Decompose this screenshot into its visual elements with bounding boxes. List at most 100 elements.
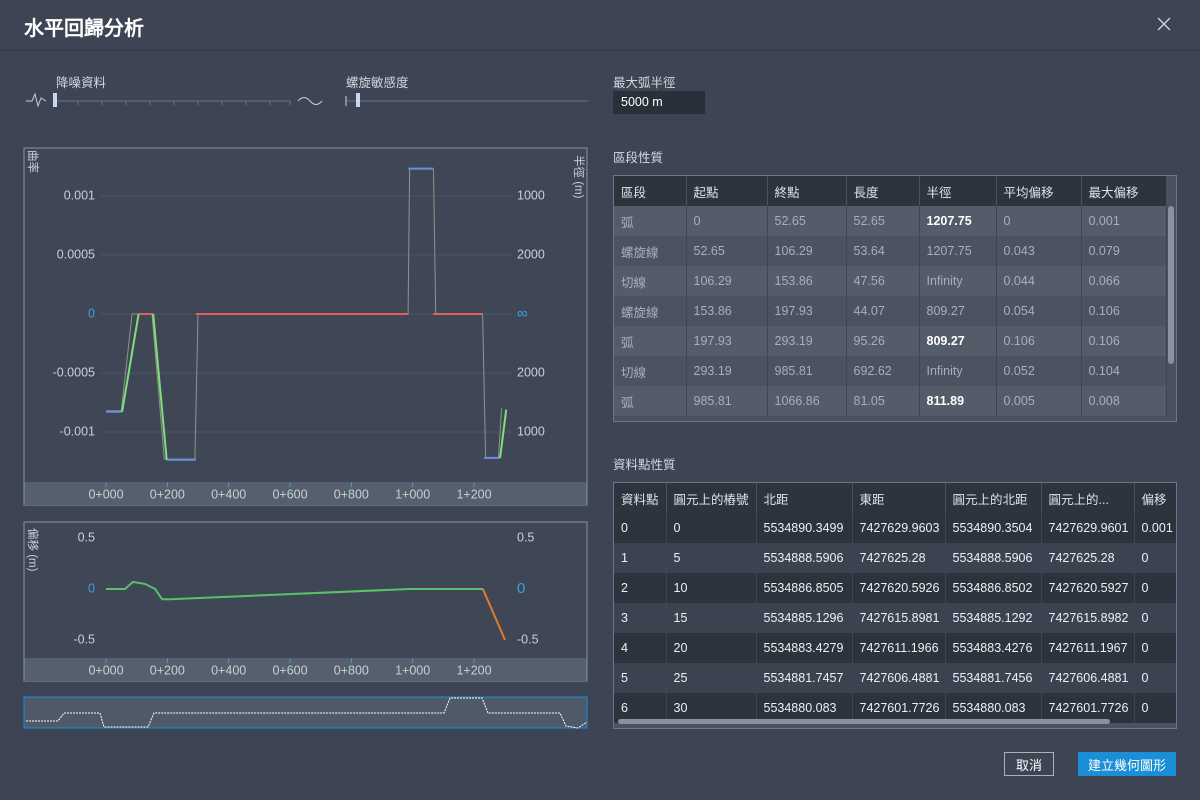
column-header[interactable]: 北距 <box>756 483 853 513</box>
table-cell: 螺旋線 <box>614 296 687 326</box>
table-cell: 0.001 <box>1081 206 1167 236</box>
table-row[interactable]: 弧 197.93 293.19 95.26 809.27 0.106 0.106 <box>614 326 1167 356</box>
scrollbar[interactable] <box>618 719 1110 724</box>
slider-handle[interactable] <box>356 93 360 107</box>
table-cell: 5 <box>666 543 757 573</box>
overview-strip[interactable] <box>23 696 588 729</box>
column-header[interactable]: 半徑 <box>919 176 997 206</box>
table-row[interactable]: 切線 293.19 985.81 692.62 Infinity 0.052 0.104 <box>614 356 1167 386</box>
x-tick-label: 0+800 <box>334 487 369 501</box>
y2-tick-label: ∞ <box>517 305 528 322</box>
table-cell: 1207.75 <box>919 236 997 266</box>
table-cell: 5534883.4279 <box>756 633 853 663</box>
table-cell: 0 <box>1134 663 1176 693</box>
column-header[interactable]: 平均偏移 <box>996 176 1082 206</box>
table-row[interactable]: 1 5 5534888.5906 7427625.28 5534888.5906 7427… <box>614 543 1176 573</box>
table-row[interactable]: 2 10 5534886.8505 7427620.5926 5534886.8502 7… <box>614 573 1176 603</box>
table-cell: 5534881.7456 <box>945 663 1042 693</box>
x-tick-label: 1+200 <box>456 663 491 677</box>
table-row[interactable]: 弧 0 52.65 52.65 1207.75 0 0.001 <box>614 206 1167 236</box>
slider-label: 降噪資料 <box>56 76 107 90</box>
table-cell: 弧 <box>614 206 687 236</box>
column-header[interactable]: 終點 <box>767 176 847 206</box>
table: 區段 起點 終點 長度 半徑 平均偏移 最大偏移弧 0 52.65 52.65 1207.75 0 0.… <box>614 176 1167 416</box>
x-tick-label: 0+000 <box>88 487 123 501</box>
column-header[interactable]: 偏移 <box>1134 483 1176 513</box>
column-header[interactable]: 圓元上的... <box>1041 483 1135 513</box>
table-cell: 15 <box>666 603 757 633</box>
radius-input[interactable]: 5000 m <box>613 91 705 114</box>
close-icon[interactable] <box>1157 17 1171 31</box>
y2-tick-label: 1000 <box>517 188 545 202</box>
data-line <box>106 167 501 461</box>
table-cell: 153.86 <box>686 296 768 326</box>
table-cell: 6 <box>614 693 667 723</box>
column-header[interactable]: 區段 <box>614 176 687 206</box>
table-cell: 7427615.8981 <box>852 603 946 633</box>
table-cell: 5534880.083 <box>756 693 853 723</box>
x-axis-band <box>24 658 587 681</box>
table-cell: 30 <box>666 693 757 723</box>
table-cell: 0 <box>666 513 757 543</box>
table-cell: 809.27 <box>919 326 997 356</box>
table-cell: 5534885.1292 <box>945 603 1042 633</box>
table: 資料點 圓元上的樁號 北距 東距 圓元上的北距 圓元上的... 偏移 0 0 5534890.34… <box>614 483 1176 723</box>
column-header[interactable]: 圓元上的樁號 <box>666 483 757 513</box>
table-cell: 0.066 <box>1081 266 1167 296</box>
table-row[interactable]: 0 0 5534890.3499 7427629.9603 5534890.3504 74… <box>614 513 1176 543</box>
table-cell: 7427625.28 <box>852 543 946 573</box>
cancel-button[interactable]: 取消 <box>1004 752 1054 776</box>
data-line <box>106 168 503 460</box>
table-row[interactable]: 螺旋線 153.86 197.93 44.07 809.27 0.054 0.106 <box>614 296 1167 326</box>
table-cell: 52.65 <box>767 206 847 236</box>
table-cell: 7427606.4881 <box>852 663 946 693</box>
table-cell: 0.106 <box>1081 326 1167 356</box>
table-cell: 0.054 <box>996 296 1082 326</box>
table-cell: 293.19 <box>767 326 847 356</box>
table-cell: 7427601.7726 <box>1041 693 1135 723</box>
y2-tick-label: 0.5 <box>517 530 534 544</box>
table-cell: 811.89 <box>919 386 997 416</box>
x-tick-label: 0+200 <box>150 487 185 501</box>
table-cell: 0.079 <box>1081 236 1167 266</box>
table-row[interactable]: 切線 106.29 153.86 47.56 Infinity 0.044 0.066 <box>614 266 1167 296</box>
y-tick-label: -0.001 <box>60 424 95 438</box>
table-cell: 7427606.4881 <box>1041 663 1135 693</box>
table-cell: 0.104 <box>1081 356 1167 386</box>
scrollbar[interactable] <box>1168 206 1174 364</box>
table-row[interactable]: 螺旋線 52.65 106.29 53.64 1207.75 0.043 0.079 <box>614 236 1167 266</box>
table-cell: 7427620.5927 <box>1041 573 1135 603</box>
data-line <box>481 588 506 641</box>
column-header[interactable]: 長度 <box>846 176 920 206</box>
table-cell: 5534880.083 <box>945 693 1042 723</box>
column-header[interactable]: 資料點 <box>614 483 667 513</box>
column-header[interactable]: 東距 <box>852 483 946 513</box>
table-row[interactable]: 3 15 5534885.1296 7427615.8981 5534885.1292 7… <box>614 603 1176 633</box>
table-cell: 0.052 <box>996 356 1082 386</box>
y-axis-title: 偏移 (m) <box>26 528 40 572</box>
column-header[interactable]: 最大偏移 <box>1081 176 1167 206</box>
table-cell: 螺旋線 <box>614 236 687 266</box>
dialog-title: 水平回歸分析 <box>24 18 144 40</box>
table-row[interactable]: 弧 985.81 1066.86 81.05 811.89 0.005 0.008 <box>614 386 1167 416</box>
column-header[interactable]: 起點 <box>686 176 768 206</box>
y-tick-label: 0 <box>88 306 95 320</box>
y-tick-label: -0.5 <box>73 632 95 646</box>
table-cell: 0.005 <box>996 386 1082 416</box>
points-table: 資料點 圓元上的樁號 北距 東距 圓元上的北距 圓元上的... 偏移 0 0 5534890.34… <box>613 482 1177 729</box>
y-tick-label: 0.001 <box>64 188 95 202</box>
x-tick-label: 0+000 <box>88 663 123 677</box>
table-cell: 5534888.5906 <box>756 543 853 573</box>
table-row[interactable]: 4 20 5534883.4279 7427611.1966 5534883.4276 7… <box>614 633 1176 663</box>
slider-handle[interactable] <box>53 93 57 107</box>
table-row[interactable]: 5 25 5534881.7457 7427606.4881 5534881.7456 7… <box>614 663 1176 693</box>
table-row[interactable]: 6 30 5534880.083 7427601.7726 5534880.083 742… <box>614 693 1176 723</box>
table-cell: Infinity <box>919 266 997 296</box>
create-button[interactable]: 建立幾何圖形 <box>1078 752 1176 776</box>
section-title: 區段性質 <box>613 151 664 165</box>
table-cell: 切線 <box>614 356 687 386</box>
column-header[interactable]: 圓元上的北距 <box>945 483 1042 513</box>
table-cell: 197.93 <box>686 326 768 356</box>
table-cell: 0.001 <box>1134 513 1176 543</box>
table-cell: 81.05 <box>846 386 920 416</box>
